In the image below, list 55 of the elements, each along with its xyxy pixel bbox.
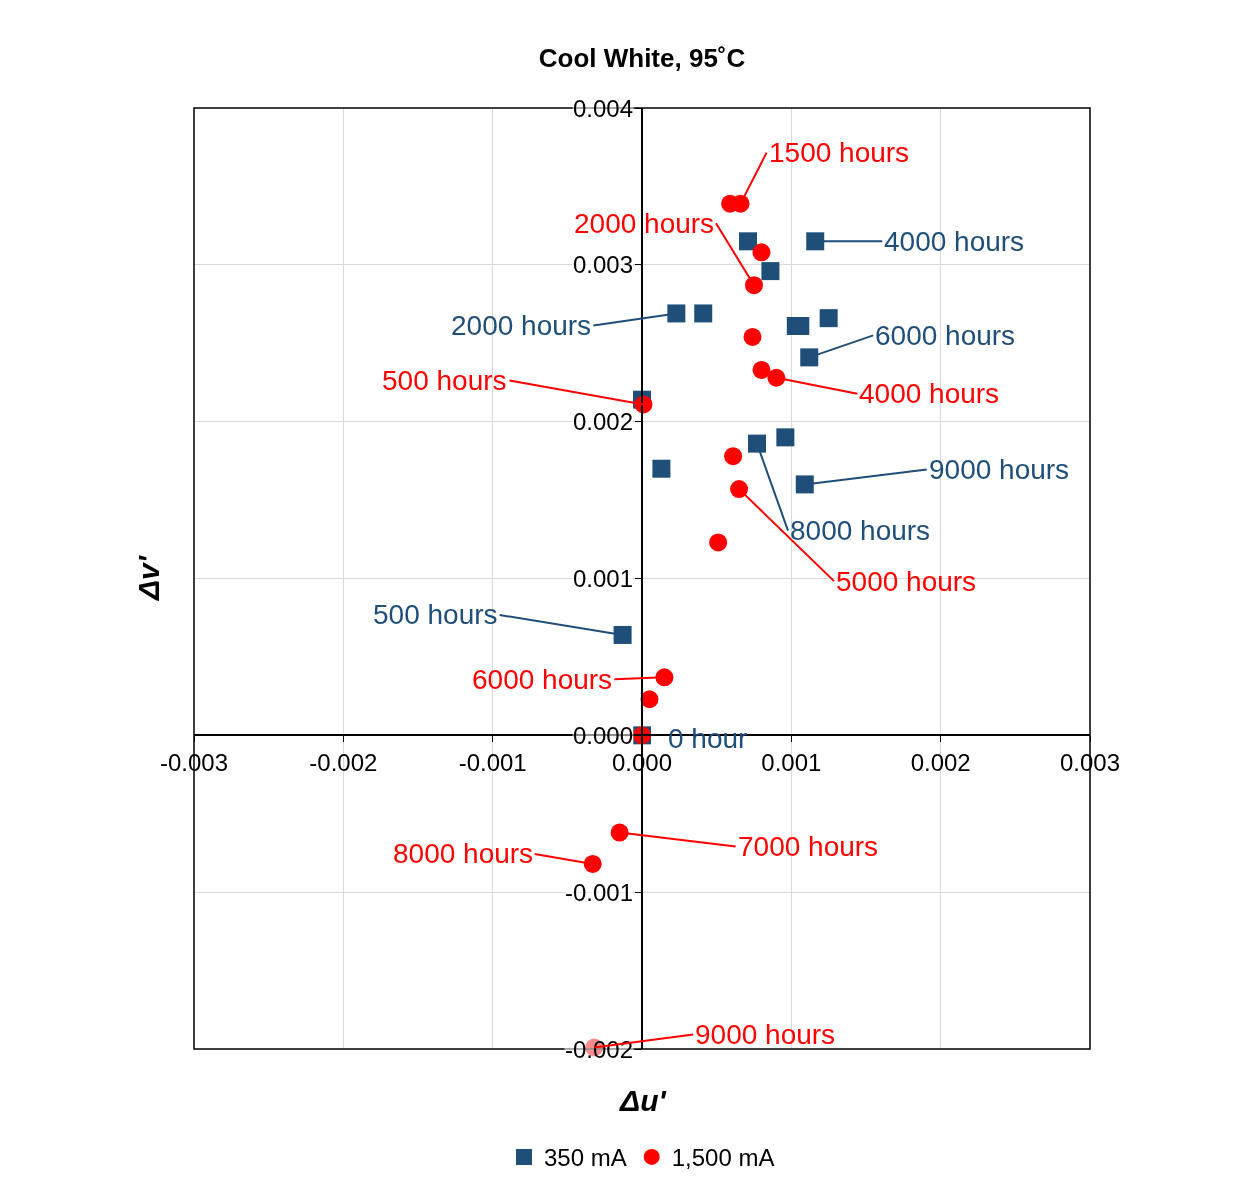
legend-label: 350 mA [544,1144,627,1172]
point [655,668,674,687]
annotation: 500 hours [382,365,507,396]
chart-title: Cool White, 95˚C [538,43,746,74]
point [776,428,795,447]
point [613,625,632,644]
annotation: 4000 hours [884,226,1025,257]
x-tick-label: -0.001 [458,748,527,776]
point [652,459,671,478]
y-tick-label: -0.001 [565,879,634,906]
point [747,434,766,453]
point [795,475,814,494]
legend-label: 1,500 mA [671,1144,775,1172]
y-tick-label: -0.002 [565,1036,634,1063]
annotation: 2000 hours [574,208,715,239]
point [767,368,786,387]
x-tick-label: 0.002 [910,748,971,776]
point [761,262,780,281]
point [583,854,602,873]
annotation: 8000 hours [393,838,534,869]
point [640,690,659,709]
point [667,304,686,323]
point [743,327,762,346]
point [806,232,825,251]
x-axis-title: Δu' [619,1084,667,1117]
annotation: 2000 hours [451,310,592,341]
point [709,533,728,552]
x-tick-label: 0.001 [761,748,822,776]
y-tick-label: 0.003 [573,251,634,278]
annotation: 500 hours [373,599,498,630]
point [752,360,771,379]
y-tick-label: 0.001 [573,565,634,592]
y-tick-label: 0.004 [573,95,634,122]
point [819,309,838,328]
annotation: 4000 hours [859,378,1000,409]
point [752,243,771,262]
annotation: 6000 hours [472,664,613,695]
annotation: 9000 hours [929,454,1070,485]
annotation: 6000 hours [875,320,1016,351]
point [745,276,763,295]
annotation: 8000 hours [790,515,931,546]
annotation: 1500 hours [769,137,910,168]
point [800,348,819,367]
point [724,447,743,466]
annotation: 5000 hours [836,566,977,597]
y-tick-label: 0.002 [573,408,634,435]
point [610,823,629,842]
point [739,232,758,251]
point [694,304,713,323]
y-axis-title: Δv' [132,555,166,602]
annotation: 9000 hours [695,1019,836,1050]
x-tick-label: -0.002 [309,748,378,776]
y-tick-label: 0.000 [573,722,634,749]
point [730,480,749,499]
annotation: 7000 hours [738,831,879,862]
